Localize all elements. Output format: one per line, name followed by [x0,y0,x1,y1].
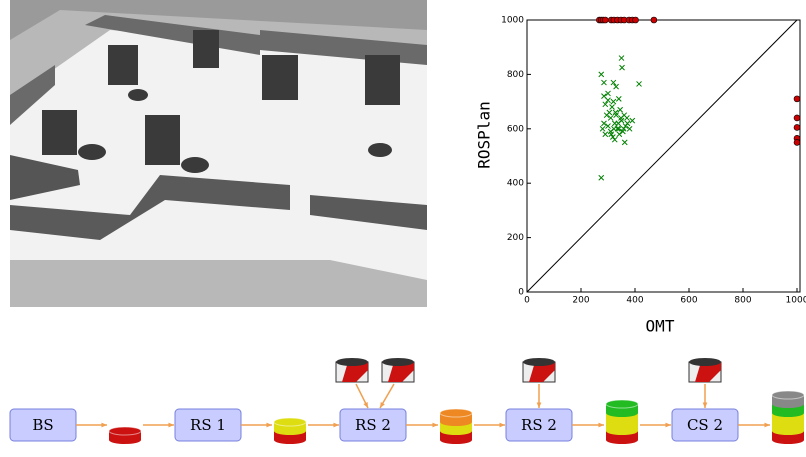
arrow-head [101,423,107,428]
point [616,121,621,126]
diagonal [527,20,797,292]
x-tick-label: 1000 [786,296,806,306]
cylinder-bottom [606,436,638,444]
node-label: BS [32,416,53,434]
cylinder-bottom [772,409,804,417]
point [622,140,627,145]
cylinder-bottom [772,400,804,408]
cylinder-bottom [274,436,306,444]
cylinder-top [440,409,472,417]
point [603,132,608,137]
arrow-head [432,423,438,428]
node-label: RS 2 [521,416,557,434]
point [601,80,606,85]
process-diagram: BS RS 1 RS 2 RS 2 CS 2 [10,358,804,444]
point [617,132,622,137]
point [614,84,619,89]
cylinder-bottom [606,418,638,426]
point [610,105,615,110]
point [623,124,628,129]
point [794,96,800,102]
point [606,91,611,96]
point [794,139,800,145]
point [611,126,616,131]
y-axis-label: ROSPlan [475,101,494,168]
y-tick-label: 800 [507,70,524,80]
point [627,126,632,131]
cylinder-bottom [606,427,638,435]
node-label: RS 1 [190,416,226,434]
point [651,17,657,23]
point [608,115,613,120]
arrow-head [703,402,708,408]
x-tick-label: 400 [626,296,643,306]
point [624,115,629,120]
point [611,99,616,104]
point [794,124,800,130]
arrow-head [665,423,671,428]
point [794,115,800,121]
x-axis-label: OMT [646,317,675,336]
cylinder-top [274,418,306,426]
cylinder-bottom [109,436,141,444]
point [606,124,611,129]
point [601,121,606,126]
cylinder-bottom [772,436,804,444]
cylinder-bottom [606,409,638,417]
point [606,98,611,103]
point [630,118,635,123]
point [618,107,623,112]
arrow-head [266,423,272,428]
y-tick-label: 200 [507,233,524,243]
cylinder-bottom [274,427,306,435]
cylinder-top [109,427,141,435]
arrow-head [168,423,174,428]
node-label: RS 2 [355,416,391,434]
y-tick-label: 600 [507,124,524,134]
point [604,113,609,118]
point [602,17,608,23]
point [620,65,625,70]
point [611,80,616,85]
point [625,121,630,126]
cylinder-bottom [440,418,472,426]
y-tick-label: 400 [507,179,524,189]
point [616,96,621,101]
point [603,102,608,107]
y-tick-label: 1000 [501,16,524,26]
arrow-head [598,423,604,428]
cap-top [382,358,414,366]
point [619,56,624,61]
figure: OMT ROSPlan 0 200 400 600 800 1000 0 200 400 600 8… [0,0,806,453]
point [599,72,604,77]
point [612,137,617,142]
cylinder-top [606,400,638,408]
cylinder-bottom [772,418,804,426]
cap-top [689,358,721,366]
point [600,126,605,131]
x-tick-label: 0 [524,296,530,306]
x-tick-label: 600 [680,296,697,306]
arrow-head [333,423,339,428]
cap-top [523,358,555,366]
arrow-head [499,423,505,428]
point [599,175,604,180]
scatter-plot: OMT ROSPlan 0 200 400 600 800 1000 0 200 400 600 8… [475,16,806,336]
arrow-head [537,402,542,408]
arrow-head [764,423,770,428]
cylinder-top [772,391,804,399]
node-label: CS 2 [687,416,723,434]
cylinder-bottom [440,436,472,444]
point [633,17,639,23]
point [637,81,642,86]
cylinder-bottom [440,427,472,435]
cap-top [336,358,368,366]
robot-render [10,0,427,307]
y-tick-label: 0 [518,288,524,298]
x-tick-label: 800 [734,296,751,306]
x-tick-label: 200 [572,296,589,306]
cylinder-bottom [772,427,804,435]
